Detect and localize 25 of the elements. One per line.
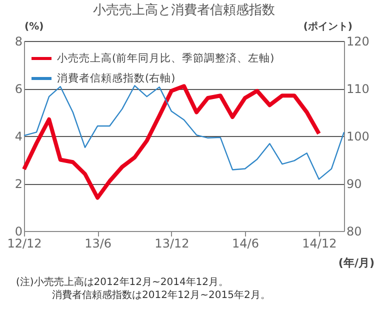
legend-label: 小売売上高(前年同月比、季節調整済、左軸) xyxy=(57,52,274,64)
x-tick-label: 12/12 xyxy=(7,236,42,250)
chart-title: 小売売上高と消費者信頼感指数 xyxy=(93,2,275,18)
y-tick-label: 0 xyxy=(14,224,22,238)
x-axis-title: (年/月) xyxy=(338,256,374,270)
legend-label: 消費者信頼感指数(右軸) xyxy=(57,72,176,84)
y-tick-label: 8 xyxy=(14,34,22,48)
y-tick-label: 6 xyxy=(14,82,22,96)
text: (注)小売売上高は2012年12月~2014年12月。 xyxy=(16,276,229,288)
x-tick-label: 13/6 xyxy=(84,236,112,250)
line-series xyxy=(22,84,321,200)
y-axis-title: (%) xyxy=(24,22,44,32)
y2-tick-label: 110 xyxy=(346,82,370,96)
text: 消費者信頼感指数は2012年12月~2015年2月。 xyxy=(52,289,270,301)
y2-tick-label: 100 xyxy=(346,130,370,144)
y2-tick-label: 90 xyxy=(346,177,362,191)
y-tick-label: 2 xyxy=(14,177,22,191)
x-tick-label: 13/12 xyxy=(154,236,190,250)
x-tick-label: 14/12 xyxy=(302,236,337,250)
y2-axis-title: (ポイント) xyxy=(303,22,352,32)
line-series xyxy=(23,85,345,180)
y2-tick-label: 80 xyxy=(346,224,362,238)
y2-tick-label: 120 xyxy=(346,34,370,48)
y-tick-label: 4 xyxy=(14,130,22,144)
x-tick-label: 14/6 xyxy=(232,236,259,250)
